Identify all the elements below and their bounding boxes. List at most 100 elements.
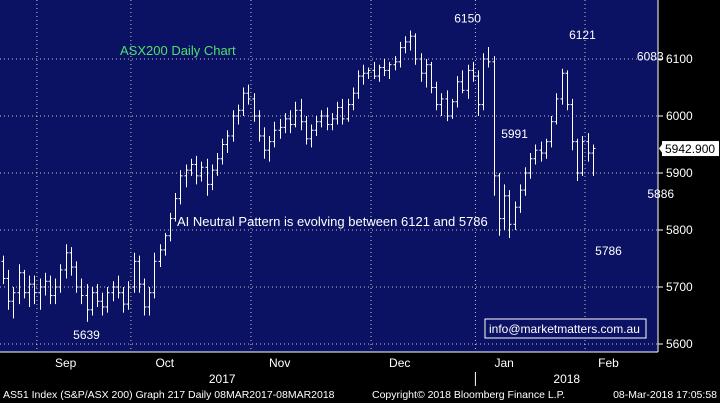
ohlc-bar (356, 70, 361, 99)
footer-copyright: Copyright© 2018 Bloomberg Finance L.P. (372, 389, 565, 401)
chart-title: ASX200 Daily Chart (120, 43, 236, 58)
ohlc-bar (533, 144, 538, 165)
ohlc-bar (220, 138, 225, 165)
ohlc-bar (424, 59, 429, 88)
ohlc-bar (445, 90, 450, 122)
ohlc-bar (74, 261, 79, 293)
ohlc-bar (554, 93, 559, 125)
annotation-label: 6150 (454, 12, 481, 26)
ohlc-bar (241, 87, 246, 116)
ohlc-bar (304, 116, 309, 145)
ohlc-bar (231, 110, 236, 142)
ohlc-bar (586, 133, 591, 162)
ohlc-bar (513, 201, 518, 230)
ohlc-bar (528, 153, 533, 179)
ohlc-bar (58, 264, 63, 293)
footer: AS51 Index (S&P/ASX 200) Graph 217 Daily… (3, 389, 717, 401)
ohlc-bar (419, 53, 424, 82)
y-axis: 5600 5700 5800 5900 6000 6100 (657, 0, 693, 352)
ohlc-bar (387, 61, 392, 79)
ohlc-bar (335, 101, 340, 125)
ohlc-bar (116, 275, 121, 299)
ohlc-bar (372, 61, 377, 79)
last-price-marker: 5942.900 (659, 141, 719, 157)
ohlc-bar (257, 110, 262, 142)
ohlc-bar (53, 278, 58, 305)
x-tick-label: Dec (389, 356, 410, 370)
ohlc-bar (126, 281, 131, 310)
ohlc-bar (377, 64, 382, 82)
watermark-box: info@marketmatters.com.au (484, 318, 647, 339)
y-tick-label: 5700 (666, 280, 693, 294)
ohlc-bar (246, 84, 251, 105)
ohlc-bar (518, 184, 523, 213)
ohlc-bar (32, 275, 37, 305)
ohlc-bar (210, 164, 215, 191)
annotation-label: 5639 (73, 328, 100, 342)
ohlc-bar (450, 98, 455, 119)
ohlc-bar (147, 287, 152, 316)
ohlc-bar (591, 144, 596, 176)
ohlc-bar (100, 292, 105, 316)
ohlc-bar (215, 153, 220, 176)
ohlc-bar (158, 244, 163, 268)
price-annotations: 5639 6150 5991 6121 5786 6083 5886 (73, 12, 674, 342)
y-tick-label: 5900 (666, 166, 693, 180)
ohlc-bar (439, 93, 444, 116)
ohlc-bar (314, 116, 319, 136)
ohlc-bar (79, 278, 84, 305)
ohlc-bar (434, 81, 439, 111)
x-tick-label: Feb (598, 356, 619, 370)
ohlc-bar (64, 244, 69, 279)
ohlc-bar (570, 98, 575, 151)
ohlc-bar (523, 167, 528, 196)
annotation-label: 5991 (501, 127, 528, 141)
ohlc-bar (393, 56, 398, 71)
x-tick-label: Nov (269, 356, 290, 370)
ohlc-bar (137, 255, 142, 293)
ohlc-bar (502, 184, 507, 230)
ohlc-bar (366, 67, 371, 79)
footer-timestamp: 08-Mar-2018 17:05:58 (613, 389, 717, 401)
ohlc-bar (492, 56, 497, 196)
annotation-label: 5886 (647, 187, 674, 201)
ohlc-bar (178, 170, 183, 205)
ohlc-bar (544, 138, 549, 159)
ohlc-bar (460, 70, 465, 94)
ohlc-bar (22, 269, 27, 299)
ohlc-bar (408, 30, 413, 51)
ohlc-bar (340, 98, 345, 125)
ohlc-bar (163, 232, 168, 256)
ohlc-bar (403, 36, 408, 54)
y-tick-label: 5600 (666, 337, 693, 351)
ohlc-bar (481, 53, 486, 111)
ohlc-bar (38, 278, 43, 310)
x-tick-label: Oct (155, 356, 174, 370)
ohlc-bar (184, 164, 189, 188)
last-price-label: 5942.900 (665, 142, 715, 156)
x-year-label: 2017 (209, 372, 236, 386)
y-tick-label: 6000 (666, 109, 693, 123)
ohlc-bar (105, 287, 110, 313)
y-tick-label: 5800 (666, 223, 693, 237)
ohlc-bar (189, 158, 194, 176)
ohlc-bar (194, 155, 199, 185)
watermark-border (484, 318, 647, 339)
watermark-text: info@marketmatters.com.au (489, 322, 640, 336)
ohlc-bar (299, 98, 304, 131)
ohlc-bar (319, 110, 324, 128)
ohlc-bar (565, 70, 570, 111)
ohlc-bar (429, 61, 434, 94)
ohlc-bar (455, 76, 460, 108)
ohlc-bar (278, 118, 283, 139)
ohlc-bar (330, 113, 335, 131)
ohlc-bar (199, 161, 204, 182)
ohlc-bar (398, 41, 403, 68)
ohlc-bar (168, 212, 173, 242)
ohlc-bar (48, 275, 53, 305)
ohlc-bar (283, 113, 288, 134)
ohlc-bar (507, 190, 512, 238)
ohlc-bar (11, 287, 16, 319)
ohlc-bar (293, 101, 298, 128)
ohlc-bar (225, 130, 230, 154)
